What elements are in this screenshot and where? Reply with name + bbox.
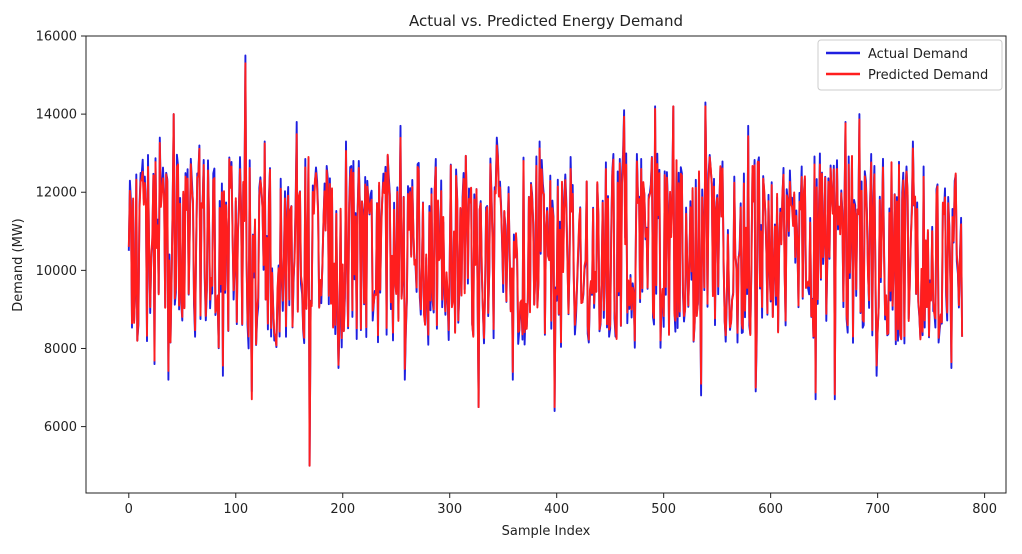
y-axis-label: Demand (MW) — [11, 218, 26, 311]
legend-label-predicted: Predicted Demand — [868, 68, 988, 83]
chart-legend: Actual Demand Predicted Demand — [817, 39, 1003, 91]
y-tick-label: 12000 — [36, 186, 77, 201]
legend-label-actual: Actual Demand — [868, 47, 968, 62]
series-line-predicted-demand — [127, 62, 964, 467]
x-tick-label: 100 — [223, 502, 248, 517]
x-tick-label: 0 — [125, 502, 133, 517]
y-tick-labels: 6000 8000 10000 12000 14000 16000 — [36, 30, 77, 436]
x-tick-label: 600 — [758, 502, 783, 517]
tick-marks — [81, 35, 986, 498]
x-tick-label: 200 — [330, 502, 355, 517]
x-axis-label: Sample Index — [502, 524, 591, 539]
y-tick-label: 16000 — [36, 30, 77, 45]
y-tick-label: 14000 — [36, 108, 77, 123]
legend-frame — [817, 39, 1003, 91]
x-tick-label: 400 — [544, 502, 569, 517]
y-tick-label: 10000 — [36, 264, 77, 279]
y-tick-label: 8000 — [44, 342, 77, 357]
x-tick-label: 500 — [651, 502, 676, 517]
chart-title: Actual vs. Predicted Energy Demand — [409, 12, 683, 30]
x-tick-label: 700 — [865, 502, 890, 517]
x-tick-labels: 0 100 200 300 400 500 600 700 800 — [125, 502, 997, 517]
y-tick-label: 6000 — [44, 420, 77, 435]
x-tick-label: 800 — [972, 502, 997, 517]
plot-lines — [127, 54, 964, 467]
plot-area-frame — [85, 35, 1007, 494]
x-tick-label: 300 — [437, 502, 462, 517]
